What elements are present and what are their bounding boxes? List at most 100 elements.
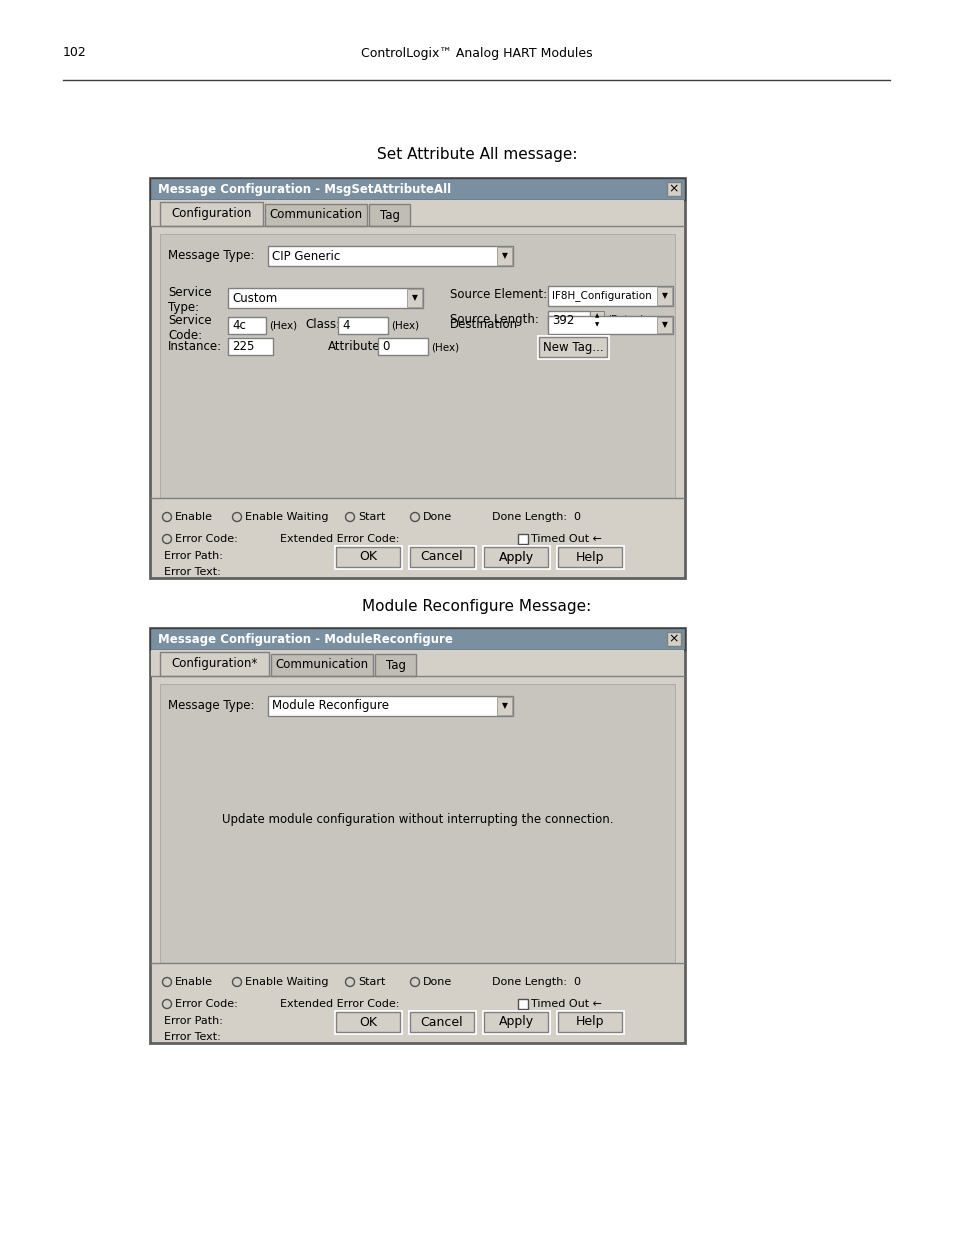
Text: 392: 392 <box>552 314 574 326</box>
Bar <box>410 1011 474 1032</box>
Text: Start: Start <box>357 977 385 987</box>
Bar <box>538 337 606 357</box>
Bar <box>268 697 513 716</box>
Bar <box>160 652 269 676</box>
Bar <box>335 1011 399 1032</box>
Text: Destination: Destination <box>450 319 517 331</box>
Text: CIP Generic: CIP Generic <box>272 249 340 263</box>
Text: IF8H_Configuration: IF8H_Configuration <box>552 290 651 301</box>
Bar <box>228 288 422 308</box>
Text: 4c: 4c <box>232 319 246 332</box>
Text: Service
Code:: Service Code: <box>168 314 212 342</box>
Bar <box>375 655 416 676</box>
Bar <box>558 1011 621 1032</box>
Bar <box>558 547 621 567</box>
Text: Enable Waiting: Enable Waiting <box>245 977 328 987</box>
Text: Start: Start <box>357 513 385 522</box>
Text: Done: Done <box>422 513 452 522</box>
Text: OK: OK <box>358 1015 376 1029</box>
Bar <box>483 1011 547 1032</box>
Text: Service
Type:: Service Type: <box>168 287 212 314</box>
Bar <box>537 336 607 358</box>
Bar <box>150 629 684 1044</box>
Text: Enable: Enable <box>174 977 213 987</box>
Text: (Hex): (Hex) <box>431 342 458 352</box>
Text: Attribute:: Attribute: <box>328 341 384 353</box>
Text: Module Reconfigure Message:: Module Reconfigure Message: <box>362 599 591 615</box>
Text: Done: Done <box>422 977 452 987</box>
Text: ▼: ▼ <box>412 294 417 303</box>
Bar <box>150 178 684 578</box>
Bar <box>409 546 475 568</box>
Bar <box>160 233 675 498</box>
Text: Source Element:: Source Element: <box>450 289 547 301</box>
Bar <box>589 311 603 320</box>
Bar <box>160 203 262 226</box>
Text: Timed Out ←: Timed Out ← <box>531 534 601 543</box>
Text: Done Length:  0: Done Length: 0 <box>492 513 580 522</box>
Bar <box>497 697 512 715</box>
Text: Message Type:: Message Type: <box>168 248 254 262</box>
Bar <box>589 320 603 329</box>
Text: Cancel: Cancel <box>420 551 463 563</box>
Text: Tag: Tag <box>379 209 399 221</box>
Text: Error Text:: Error Text: <box>164 1032 220 1042</box>
Text: Error Text:: Error Text: <box>164 567 220 577</box>
Text: 4: 4 <box>341 319 349 332</box>
Text: ▼: ▼ <box>501 252 507 261</box>
Text: Message Configuration - MsgSetAttributeAll: Message Configuration - MsgSetAttributeA… <box>158 183 451 195</box>
Bar <box>264 204 367 226</box>
Text: Message Configuration - ModuleReconfigure: Message Configuration - ModuleReconfigur… <box>158 632 453 646</box>
Text: Class:: Class: <box>305 319 340 331</box>
Bar <box>335 547 399 567</box>
Bar <box>271 655 373 676</box>
Text: Error Path:: Error Path: <box>164 551 223 561</box>
Text: Configuration*: Configuration* <box>172 657 257 671</box>
Bar <box>482 546 548 568</box>
Bar <box>547 311 589 329</box>
Bar <box>410 547 474 567</box>
Text: ×: × <box>668 632 679 646</box>
Text: 0: 0 <box>381 340 389 353</box>
Bar <box>150 629 684 650</box>
Text: Communication: Communication <box>275 658 368 672</box>
Text: ▼: ▼ <box>501 701 507 710</box>
Text: Instance:: Instance: <box>168 341 222 353</box>
Bar <box>657 287 671 305</box>
Bar <box>377 338 428 354</box>
Bar <box>228 317 266 333</box>
Bar <box>151 200 683 226</box>
Bar <box>547 287 672 306</box>
Bar <box>150 178 684 200</box>
Bar <box>497 247 512 266</box>
Bar <box>369 204 410 226</box>
Bar <box>483 547 547 567</box>
Text: Cancel: Cancel <box>420 1015 463 1029</box>
Bar <box>517 534 527 543</box>
Text: Extended Error Code:: Extended Error Code: <box>280 999 399 1009</box>
Text: Extended Error Code:: Extended Error Code: <box>280 534 399 543</box>
Bar <box>228 338 273 354</box>
Bar <box>409 1011 475 1032</box>
Bar <box>407 289 421 308</box>
Text: Error Code:: Error Code: <box>174 999 237 1009</box>
Bar <box>337 317 388 333</box>
Text: Done Length:  0: Done Length: 0 <box>492 977 580 987</box>
Text: Source Length:: Source Length: <box>450 314 538 326</box>
Text: Set Attribute All message:: Set Attribute All message: <box>376 147 577 163</box>
Text: Apply: Apply <box>497 551 533 563</box>
Text: New Tag...: New Tag... <box>542 341 602 353</box>
Text: ▼: ▼ <box>595 322 598 327</box>
Text: Help: Help <box>576 1015 603 1029</box>
Bar <box>335 546 400 568</box>
Text: (Bytes): (Bytes) <box>606 315 643 325</box>
Text: ▲: ▲ <box>595 312 598 317</box>
Text: Message Type:: Message Type: <box>168 699 254 711</box>
Bar <box>657 317 671 333</box>
Text: 102: 102 <box>63 47 87 59</box>
Text: ▼: ▼ <box>661 321 667 330</box>
Bar <box>160 684 675 963</box>
Text: Error Code:: Error Code: <box>174 534 237 543</box>
Text: ControlLogix™ Analog HART Modules: ControlLogix™ Analog HART Modules <box>361 47 592 59</box>
Text: ×: × <box>668 183 679 195</box>
